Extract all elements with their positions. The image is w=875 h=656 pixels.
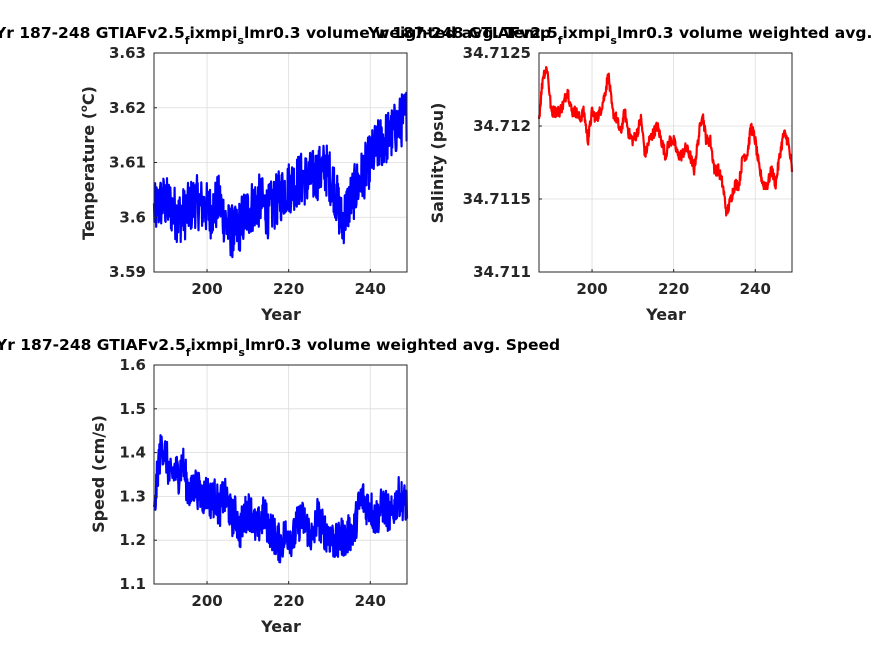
- temperature-xlabel: Year: [260, 305, 301, 324]
- x-tick-label: 220: [273, 280, 304, 298]
- temperature-ylabel: Temperature (oC): [79, 86, 98, 240]
- speed-panel: 200 220 240 1.1 1.2 1.3 1.4 1.5 1.6 Yr 187-248 G…: [0, 336, 560, 636]
- y-tick-label: 3.62: [109, 99, 146, 117]
- series-line-0-0: [152, 91, 408, 259]
- y-tick-label: 1.4: [119, 444, 146, 462]
- series-line-1-0: [537, 65, 794, 217]
- salinity-panel: 200 220 240 34.711 34.7115 34.712 34.7125 Yr 1…: [367, 24, 875, 324]
- x-tick-label: 240: [740, 280, 771, 298]
- speed-ylabel: Speed (cm/s): [89, 415, 108, 533]
- x-tick-label: 200: [576, 280, 607, 298]
- x-tick-label: 220: [658, 280, 689, 298]
- speed-xlabel: Year: [260, 617, 301, 636]
- temperature-panel: 200 220 240 3.59 3.6 3.61 3.62 3.63 Yr 187-248 …: [0, 24, 551, 324]
- y-tick-label: 3.6: [119, 208, 146, 226]
- x-tick-label: 240: [355, 592, 386, 610]
- salinity-title: Yr 187-248 GTIAFv2.5fixmpislmr0.3 volume…: [367, 24, 875, 47]
- y-tick-label: 1.5: [119, 400, 146, 418]
- y-tick-label: 34.711: [473, 263, 531, 281]
- y-tick-label: 34.7115: [463, 190, 531, 208]
- y-tick-label: 3.59: [109, 263, 146, 281]
- series-line-2-0: [152, 434, 409, 564]
- y-tick-label: 3.63: [109, 44, 146, 62]
- speed-title: Yr 187-248 GTIAFv2.5fixmpislmr0.3 volume…: [0, 336, 560, 359]
- y-tick-label: 1.1: [119, 575, 146, 593]
- y-tick-label: 34.712: [473, 117, 531, 135]
- y-tick-label: 34.7125: [463, 44, 531, 62]
- y-tick-label: 1.3: [119, 487, 146, 505]
- temperature-title: Yr 187-248 GTIAFv2.5fixmpislmr0.3 volume…: [0, 24, 551, 47]
- salinity-plot-area: [538, 52, 793, 273]
- y-tick-label: 3.61: [109, 154, 146, 172]
- y-tick-label: 1.2: [119, 531, 146, 549]
- salinity-xlabel: Year: [645, 305, 686, 324]
- x-tick-label: 240: [355, 280, 386, 298]
- x-tick-label: 200: [191, 280, 222, 298]
- x-tick-label: 200: [191, 592, 222, 610]
- x-tick-label: 220: [273, 592, 304, 610]
- salinity-ylabel: Salinity (psu): [428, 103, 447, 224]
- y-tick-label: 1.6: [119, 356, 146, 374]
